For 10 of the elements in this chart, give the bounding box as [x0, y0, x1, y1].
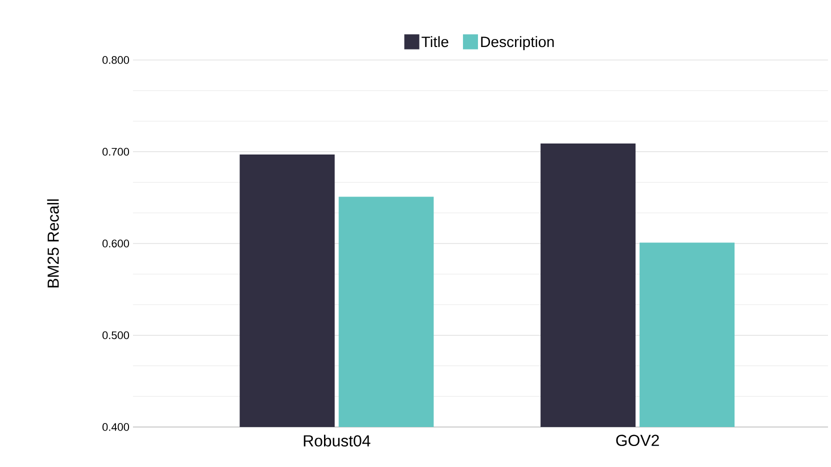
y-tick-label: 0.700 — [102, 148, 130, 156]
y-axis-title: BM25 Recall — [47, 199, 59, 288]
x-tick-label: Robust04 — [304, 434, 370, 446]
y-tick-label: 0.500 — [102, 331, 130, 340]
legend-label: Description — [481, 36, 554, 50]
legend-label: Title — [422, 36, 448, 48]
y-tick-label: 0.800 — [102, 56, 130, 64]
x-tick-label: GOV2 — [616, 434, 659, 446]
y-tick-label: 0.600 — [102, 240, 130, 248]
y-tick-label: 0.400 — [102, 423, 130, 431]
